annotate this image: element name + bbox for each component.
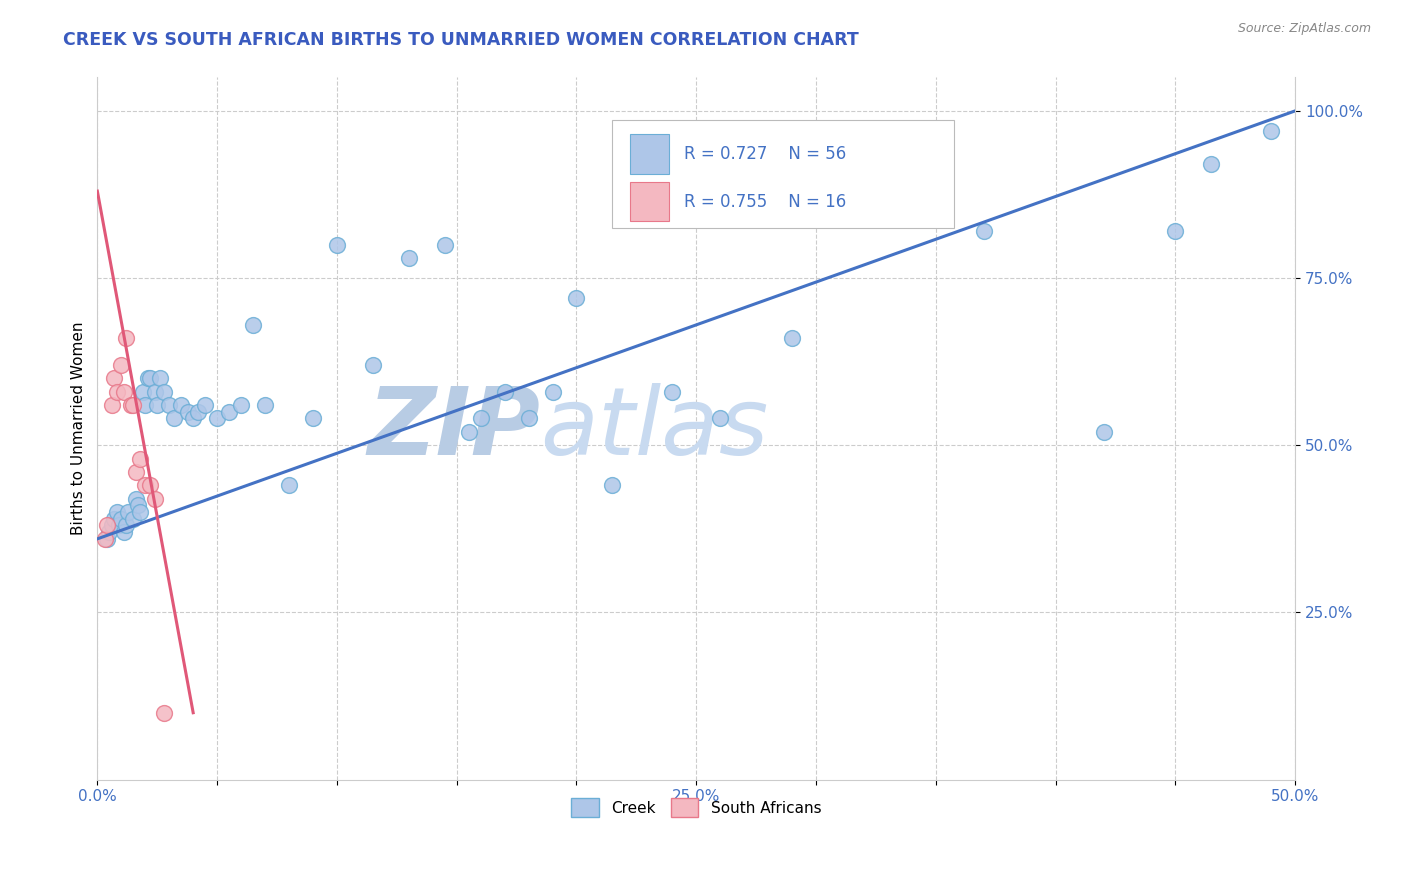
Point bbox=[103, 512, 125, 526]
Point bbox=[115, 518, 138, 533]
Point bbox=[146, 398, 169, 412]
Point bbox=[120, 398, 142, 412]
Point bbox=[143, 384, 166, 399]
Point bbox=[134, 478, 156, 492]
Point bbox=[181, 411, 204, 425]
Point bbox=[125, 491, 148, 506]
Point bbox=[398, 251, 420, 265]
Point bbox=[105, 505, 128, 519]
Point bbox=[187, 405, 209, 419]
Point bbox=[278, 478, 301, 492]
Point bbox=[134, 398, 156, 412]
Point bbox=[149, 371, 172, 385]
Point bbox=[433, 237, 456, 252]
Y-axis label: Births to Unmarried Women: Births to Unmarried Women bbox=[72, 322, 86, 535]
Point bbox=[110, 512, 132, 526]
Legend: Creek, South Africans: Creek, South Africans bbox=[564, 790, 828, 824]
Point bbox=[153, 384, 176, 399]
Point bbox=[136, 371, 159, 385]
Point bbox=[163, 411, 186, 425]
Point bbox=[1092, 425, 1115, 439]
Point bbox=[1260, 124, 1282, 138]
Point bbox=[143, 491, 166, 506]
Point bbox=[877, 170, 900, 185]
Point bbox=[517, 411, 540, 425]
Point bbox=[470, 411, 492, 425]
Point bbox=[177, 405, 200, 419]
Point bbox=[125, 465, 148, 479]
Point bbox=[170, 398, 193, 412]
Point bbox=[112, 384, 135, 399]
Point bbox=[326, 237, 349, 252]
Point bbox=[457, 425, 479, 439]
Point bbox=[96, 532, 118, 546]
Point bbox=[93, 532, 115, 546]
FancyBboxPatch shape bbox=[613, 120, 953, 228]
Point bbox=[205, 411, 228, 425]
Point bbox=[973, 224, 995, 238]
Point bbox=[661, 384, 683, 399]
Point bbox=[115, 331, 138, 345]
Point bbox=[132, 384, 155, 399]
Point bbox=[565, 291, 588, 305]
Text: R = 0.755    N = 16: R = 0.755 N = 16 bbox=[685, 193, 846, 211]
Point bbox=[127, 499, 149, 513]
Text: atlas: atlas bbox=[540, 383, 769, 474]
Point bbox=[100, 398, 122, 412]
Point bbox=[602, 478, 624, 492]
Point bbox=[117, 505, 139, 519]
Point bbox=[153, 706, 176, 720]
Point bbox=[112, 525, 135, 540]
Point bbox=[110, 358, 132, 372]
Point bbox=[122, 398, 145, 412]
Point bbox=[361, 358, 384, 372]
Text: CREEK VS SOUTH AFRICAN BIRTHS TO UNMARRIED WOMEN CORRELATION CHART: CREEK VS SOUTH AFRICAN BIRTHS TO UNMARRI… bbox=[63, 31, 859, 49]
Point bbox=[302, 411, 325, 425]
Point bbox=[139, 371, 162, 385]
Text: R = 0.727    N = 56: R = 0.727 N = 56 bbox=[685, 145, 846, 163]
Point bbox=[1201, 157, 1223, 171]
Point bbox=[98, 525, 121, 540]
Text: ZIP: ZIP bbox=[367, 383, 540, 475]
Point bbox=[129, 451, 152, 466]
Text: Source: ZipAtlas.com: Source: ZipAtlas.com bbox=[1237, 22, 1371, 36]
Point bbox=[129, 505, 152, 519]
FancyBboxPatch shape bbox=[630, 135, 669, 174]
Point bbox=[709, 411, 731, 425]
Point bbox=[229, 398, 252, 412]
Point bbox=[103, 371, 125, 385]
Point bbox=[96, 518, 118, 533]
Point bbox=[254, 398, 277, 412]
Point bbox=[122, 512, 145, 526]
Point bbox=[541, 384, 564, 399]
Point bbox=[780, 331, 803, 345]
Point bbox=[157, 398, 180, 412]
Point bbox=[139, 478, 162, 492]
Point bbox=[100, 518, 122, 533]
Point bbox=[1164, 224, 1187, 238]
Point bbox=[105, 384, 128, 399]
Point bbox=[242, 318, 264, 332]
Point bbox=[218, 405, 240, 419]
Point bbox=[194, 398, 217, 412]
Point bbox=[108, 518, 131, 533]
FancyBboxPatch shape bbox=[630, 182, 669, 221]
Point bbox=[494, 384, 516, 399]
